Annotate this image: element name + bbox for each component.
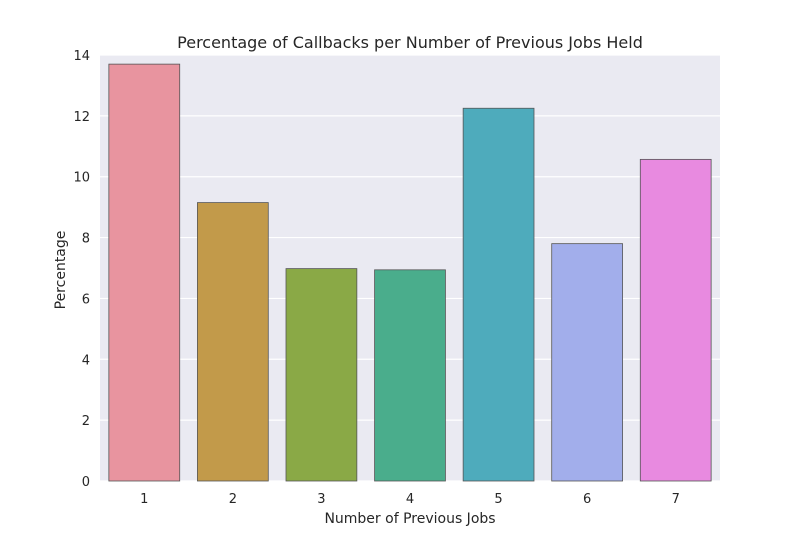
y-tick-label: 14 bbox=[73, 49, 90, 64]
y-tick-label: 12 bbox=[73, 110, 90, 125]
y-tick-label: 0 bbox=[82, 475, 90, 490]
bar-5 bbox=[462, 107, 535, 482]
bars bbox=[108, 63, 712, 482]
x-tick-label: 5 bbox=[494, 492, 502, 507]
bar-3 bbox=[285, 268, 358, 482]
bar-4 bbox=[374, 269, 446, 482]
x-tick-label: 7 bbox=[672, 492, 680, 507]
x-axis-ticks: 1 2 3 4 5 6 7 bbox=[140, 492, 680, 507]
y-tick-label: 4 bbox=[82, 353, 90, 368]
y-tick-label: 6 bbox=[82, 292, 90, 307]
y-tick-label: 10 bbox=[73, 171, 90, 186]
y-axis-ticks: 0 2 4 6 8 10 12 14 bbox=[73, 49, 90, 490]
bar-7 bbox=[639, 158, 712, 482]
y-axis-label: Percentage bbox=[53, 231, 69, 310]
x-tick-label: 2 bbox=[229, 492, 237, 507]
x-tick-label: 6 bbox=[583, 492, 591, 507]
bar-6 bbox=[551, 243, 623, 482]
y-tick-label: 2 bbox=[82, 414, 90, 429]
x-tick-label: 1 bbox=[140, 492, 148, 507]
bar-2 bbox=[197, 202, 269, 482]
x-axis-label: Number of Previous Jobs bbox=[324, 511, 495, 527]
y-tick-label: 8 bbox=[82, 232, 90, 247]
x-tick-label: 3 bbox=[317, 492, 325, 507]
bar-1 bbox=[108, 63, 181, 482]
x-tick-label: 4 bbox=[406, 492, 414, 507]
chart-title: Percentage of Callbacks per Number of Pr… bbox=[177, 33, 643, 52]
